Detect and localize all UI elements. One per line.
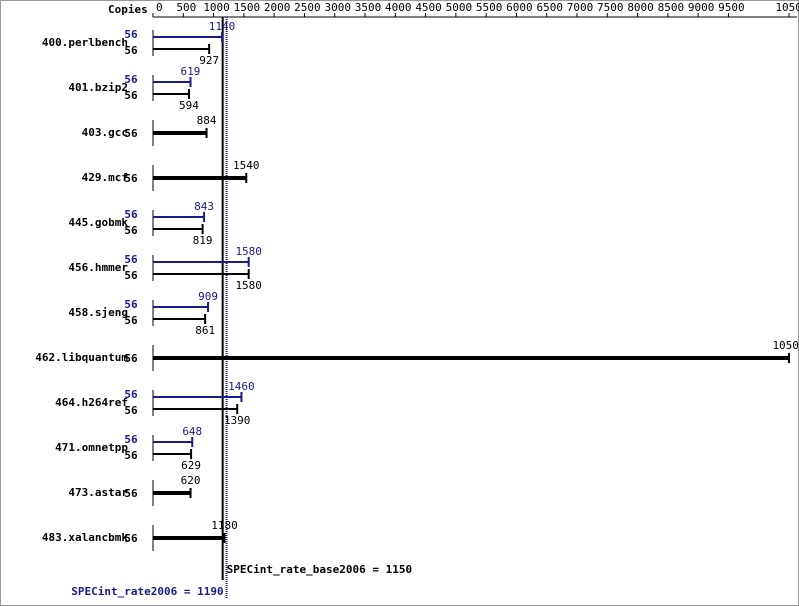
bar — [153, 408, 238, 410]
x-tick-label: 9000 — [688, 1, 715, 14]
copies-label: 56 — [124, 269, 138, 282]
copies-label: 56 — [124, 433, 138, 446]
copies-label: 56 — [124, 388, 138, 401]
category-label: 401.bzip2 — [68, 81, 128, 94]
axis-label: Copies — [108, 3, 148, 16]
x-tick-label: 3000 — [324, 1, 351, 14]
copies-label: 56 — [124, 449, 138, 462]
value-label: 1580 — [235, 245, 262, 258]
value-label: 927 — [199, 54, 219, 67]
x-tick-label: 3500 — [355, 1, 382, 14]
value-label: 1540 — [233, 159, 260, 172]
bar — [153, 48, 210, 50]
x-tick-label: 0 — [156, 1, 163, 14]
value-label: 1460 — [228, 380, 255, 393]
value-label: 648 — [182, 425, 202, 438]
bar — [153, 131, 207, 135]
bar — [153, 273, 249, 275]
bar — [153, 453, 192, 455]
value-label: 629 — [181, 459, 201, 472]
value-label: 909 — [198, 290, 218, 303]
x-tick-label: 10500 — [775, 1, 799, 14]
bar — [153, 491, 191, 495]
category-label: 429.mcf — [82, 171, 128, 184]
x-tick-label: 500 — [176, 1, 196, 14]
x-tick-label: 1000 — [203, 1, 230, 14]
x-tick-label: 6000 — [506, 1, 533, 14]
category-label: 473.astar — [68, 486, 128, 499]
x-tick-label: 5500 — [476, 1, 503, 14]
category-label: 471.omnetpp — [55, 441, 128, 454]
value-label: 1180 — [211, 519, 238, 532]
copies-label: 56 — [124, 127, 138, 140]
copies-label: 56 — [124, 314, 138, 327]
x-tick-label: 5000 — [446, 1, 473, 14]
copies-label: 56 — [124, 28, 138, 41]
bar — [153, 306, 209, 308]
category-label: 464.h264ref — [55, 396, 128, 409]
category-label: 462.libquantum — [35, 351, 128, 364]
copies-label: 56 — [124, 253, 138, 266]
category-label: 458.sjeng — [68, 306, 128, 319]
value-label: 861 — [195, 324, 215, 337]
category-label: 456.hmmer — [68, 261, 128, 274]
bar — [153, 93, 189, 95]
value-label: 619 — [181, 65, 201, 78]
copies-label: 56 — [124, 44, 138, 57]
copies-label: 56 — [124, 224, 138, 237]
bar — [153, 36, 223, 38]
bar — [153, 396, 242, 398]
x-tick-label: 9500 — [718, 1, 745, 14]
reference-label: SPECint_rate_base2006 = 1150 — [227, 563, 412, 576]
x-tick-label: 8000 — [627, 1, 654, 14]
bar — [153, 228, 203, 230]
x-tick-label: 4000 — [385, 1, 412, 14]
category-label: 483.xalancbmk — [42, 531, 128, 544]
bar — [153, 536, 225, 540]
copies-label: 56 — [124, 172, 138, 185]
bar — [153, 216, 205, 218]
x-tick-label: 1500 — [234, 1, 261, 14]
x-tick-label: 4500 — [415, 1, 442, 14]
copies-label: 56 — [124, 73, 138, 86]
value-label: 594 — [179, 99, 199, 112]
category-label: 403.gcc — [82, 126, 128, 139]
x-tick-label: 7000 — [567, 1, 594, 14]
bar — [153, 441, 193, 443]
x-tick-label: 2500 — [294, 1, 321, 14]
reference-label: SPECint_rate2006 = 1190 — [71, 585, 223, 598]
value-label: 1390 — [224, 414, 251, 427]
value-label: 10500 — [772, 339, 799, 352]
value-label: 620 — [181, 474, 201, 487]
x-tick-label: 2000 — [264, 1, 291, 14]
copies-label: 56 — [124, 298, 138, 311]
copies-label: 56 — [124, 208, 138, 221]
copies-label: 56 — [124, 404, 138, 417]
copies-label: 56 — [124, 532, 138, 545]
bar — [153, 81, 191, 83]
x-tick-label: 7500 — [597, 1, 624, 14]
copies-label: 56 — [124, 352, 138, 365]
copies-label: 56 — [124, 89, 138, 102]
value-label: 1140 — [209, 20, 236, 33]
value-label: 843 — [194, 200, 214, 213]
copies-label: 56 — [124, 487, 138, 500]
bar — [153, 261, 249, 263]
bar — [153, 356, 789, 360]
bar — [153, 318, 206, 320]
value-label: 1580 — [235, 279, 262, 292]
x-tick-label: 8500 — [658, 1, 685, 14]
bar — [153, 176, 247, 180]
value-label: 819 — [193, 234, 213, 247]
category-label: 400.perlbench — [42, 36, 128, 49]
value-label: 884 — [197, 114, 217, 127]
category-label: 445.gobmk — [68, 216, 128, 229]
x-tick-label: 6500 — [536, 1, 563, 14]
